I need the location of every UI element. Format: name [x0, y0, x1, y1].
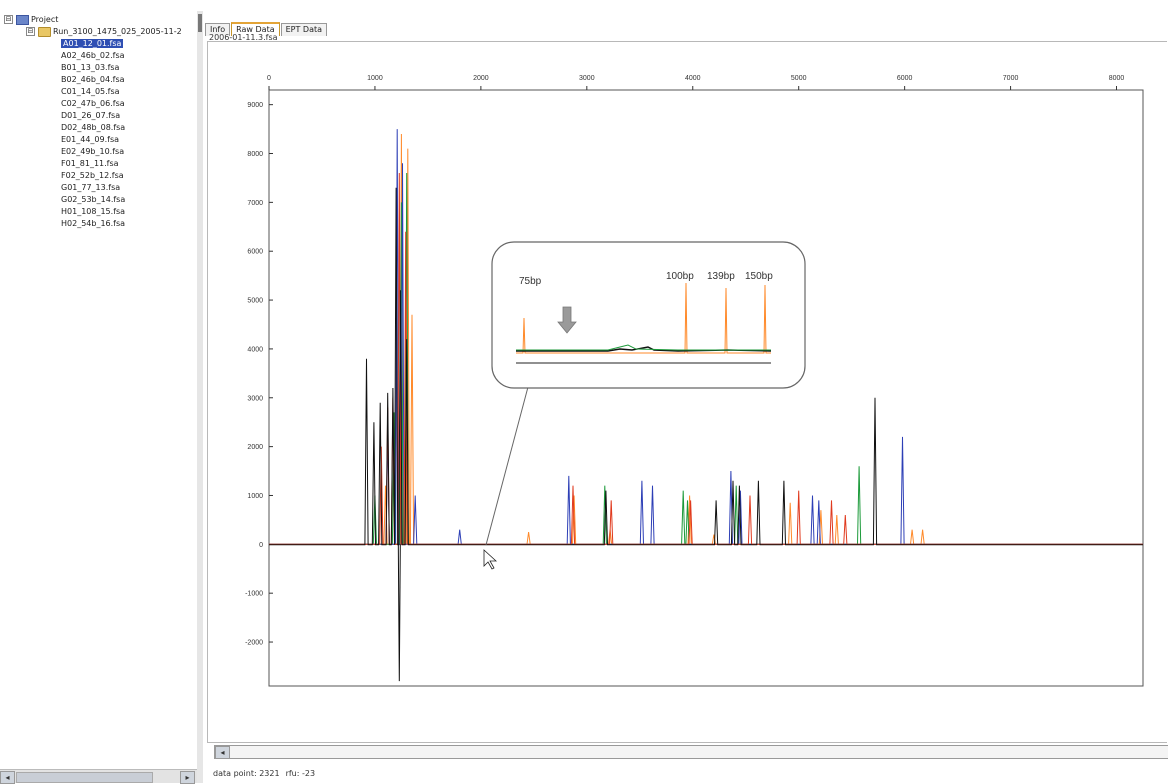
project-icon: [16, 14, 29, 25]
y-axis-ticks: -2000 -1000 0 1000 2000 3000 4000 5000 6000 7000 8…: [245, 102, 273, 647]
x-tick-label: 2000: [473, 75, 489, 82]
tree-node-run[interactable]: ⊟ Run_3100_1475_025_2005-11-2: [4, 26, 182, 38]
y-tick-label: 9000: [247, 102, 263, 109]
file-name[interactable]: A01_12_01.fsa: [61, 39, 124, 48]
tree-file-item[interactable]: B02_46b_04.fsa: [4, 74, 182, 86]
inset-label-100bp: 100bp: [666, 271, 694, 282]
file-name[interactable]: F02_52b_12.fsa: [61, 171, 124, 180]
file-name[interactable]: B01_13_03.fsa: [61, 63, 120, 72]
tab-bar: Info Raw Data EPT Data: [205, 17, 328, 36]
scroll-left-icon[interactable]: ◂: [215, 746, 230, 759]
x-tick-label: 0: [267, 75, 271, 82]
inset-pointer-line: [485, 386, 529, 546]
status-bar: data point: 2321 rfu: -23: [213, 769, 321, 778]
collapse-icon[interactable]: ⊟: [4, 15, 13, 24]
tree-file-item[interactable]: G02_53b_14.fsa: [4, 194, 182, 206]
mouse-cursor-icon: [483, 549, 498, 570]
file-name-label: 2006-01-11.3.fsa: [209, 33, 278, 42]
x-tick-label: 8000: [1109, 75, 1125, 82]
file-name[interactable]: G02_53b_14.fsa: [61, 195, 126, 204]
tree-file-item[interactable]: G01_77_13.fsa: [4, 182, 182, 194]
x-tick-label: 7000: [1003, 75, 1019, 82]
inset-trace-orange: [516, 282, 771, 354]
tree-file-item[interactable]: B01_13_03.fsa: [4, 62, 182, 74]
file-name[interactable]: E02_49b_10.fsa: [61, 147, 125, 156]
tree-file-item[interactable]: C01_14_05.fsa: [4, 86, 182, 98]
file-name[interactable]: D01_26_07.fsa: [61, 111, 121, 120]
y-tick-label: -2000: [245, 640, 263, 647]
electropherogram-chart[interactable]: 0 1000 2000 3000 4000 5000 6000 7000 8000 -2000-…: [208, 42, 1167, 742]
project-tree: ⊟ Project ⊟ Run_3100_1475_025_2005-11-2 A0…: [4, 14, 182, 230]
y-tick-label: 8000: [247, 151, 263, 158]
scroll-left-icon[interactable]: ◂: [0, 771, 15, 784]
inset-box: [491, 241, 806, 389]
y-tick-label: 4000: [247, 346, 263, 353]
y-tick-label: 7000: [247, 200, 263, 207]
chart-horizontal-scrollbar[interactable]: ◂: [214, 745, 1168, 759]
main-panel: Info Raw Data EPT Data 2006-01-11.3.fsa 0 1…: [203, 11, 1168, 783]
tab-ept-data[interactable]: EPT Data: [280, 23, 328, 36]
tab-info[interactable]: Info: [205, 23, 231, 36]
file-name[interactable]: A02_46b_02.fsa: [61, 51, 125, 60]
x-tick-label: 5000: [791, 75, 807, 82]
inset-label-150bp: 150bp: [745, 271, 773, 282]
scroll-right-icon[interactable]: ▸: [180, 771, 195, 784]
tree-file-item[interactable]: C02_47b_06.fsa: [4, 98, 182, 110]
inset-label-75bp: 75bp: [519, 276, 542, 287]
status-rfu: rfu: -23: [285, 769, 316, 778]
project-tree-panel: ⊟ Project ⊟ Run_3100_1475_025_2005-11-2 A0…: [0, 11, 198, 784]
collapse-icon[interactable]: ⊟: [26, 27, 35, 36]
y-tick-label: 6000: [247, 249, 263, 256]
y-tick-label: -1000: [245, 591, 263, 598]
inset-trace-green: [516, 344, 771, 351]
tree-file-item[interactable]: A02_46b_02.fsa: [4, 50, 182, 62]
y-tick-label: 5000: [247, 298, 263, 305]
tab-raw-data[interactable]: Raw Data: [231, 22, 280, 36]
down-arrow-icon: [557, 306, 577, 334]
x-tick-label: 3000: [579, 75, 595, 82]
status-data-point: data point: 2321: [213, 769, 280, 778]
tree-file-item[interactable]: E01_44_09.fsa: [4, 134, 182, 146]
tree-file-item[interactable]: A01_12_01.fsa: [4, 38, 182, 50]
tree-file-item[interactable]: H02_54b_16.fsa: [4, 218, 182, 230]
tree-file-item[interactable]: E02_49b_10.fsa: [4, 146, 182, 158]
file-name[interactable]: G01_77_13.fsa: [61, 183, 121, 192]
file-name[interactable]: B02_46b_04.fsa: [61, 75, 125, 84]
tree-node-project[interactable]: ⊟ Project: [4, 14, 182, 26]
file-list: A01_12_01.fsa A02_46b_02.fsa B01_13_03.fsa…: [4, 38, 182, 230]
raw-data-view: 0 1000 2000 3000 4000 5000 6000 7000 8000 -2000-…: [207, 41, 1167, 743]
file-name[interactable]: C01_14_05.fsa: [61, 87, 120, 96]
file-name[interactable]: C02_47b_06.fsa: [61, 99, 125, 108]
left-horizontal-scrollbar[interactable]: ◂ ▸: [0, 769, 197, 784]
trace-layer: [269, 129, 1143, 682]
y-tick-label: 3000: [247, 395, 263, 402]
tree-file-item[interactable]: D02_48b_08.fsa: [4, 122, 182, 134]
y-tick-label: 2000: [247, 444, 263, 451]
project-label[interactable]: Project: [31, 15, 59, 24]
splitter-collapse-button[interactable]: [198, 14, 202, 32]
inset-zoom-callout: 75bp 100bp 139bp 150bp: [485, 241, 806, 546]
file-name[interactable]: E01_44_09.fsa: [61, 135, 120, 144]
inset-label-139bp: 139bp: [707, 271, 735, 282]
trace-black: [269, 187, 1143, 546]
tree-file-item[interactable]: F02_52b_12.fsa: [4, 170, 182, 182]
tree-file-item[interactable]: F01_81_11.fsa: [4, 158, 182, 170]
tree-file-item[interactable]: D01_26_07.fsa: [4, 110, 182, 122]
x-tick-label: 6000: [897, 75, 913, 82]
inset-traces: [516, 282, 772, 354]
file-name[interactable]: F01_81_11.fsa: [61, 159, 119, 168]
run-label[interactable]: Run_3100_1475_025_2005-11-2: [53, 27, 182, 36]
y-tick-label: 0: [259, 542, 263, 549]
scroll-thumb[interactable]: [16, 772, 153, 783]
file-name[interactable]: D02_48b_08.fsa: [61, 123, 126, 132]
x-tick-label: 4000: [685, 75, 701, 82]
y-tick-label: 1000: [247, 493, 263, 500]
tree-file-item[interactable]: H01_108_15.fsa: [4, 206, 182, 218]
file-name[interactable]: H02_54b_16.fsa: [61, 219, 126, 228]
file-name[interactable]: H01_108_15.fsa: [61, 207, 126, 216]
x-tick-label: 1000: [367, 75, 383, 82]
x-axis-ticks: 0 1000 2000 3000 4000 5000 6000 7000 8000: [267, 75, 1124, 90]
folder-icon: [38, 26, 51, 37]
